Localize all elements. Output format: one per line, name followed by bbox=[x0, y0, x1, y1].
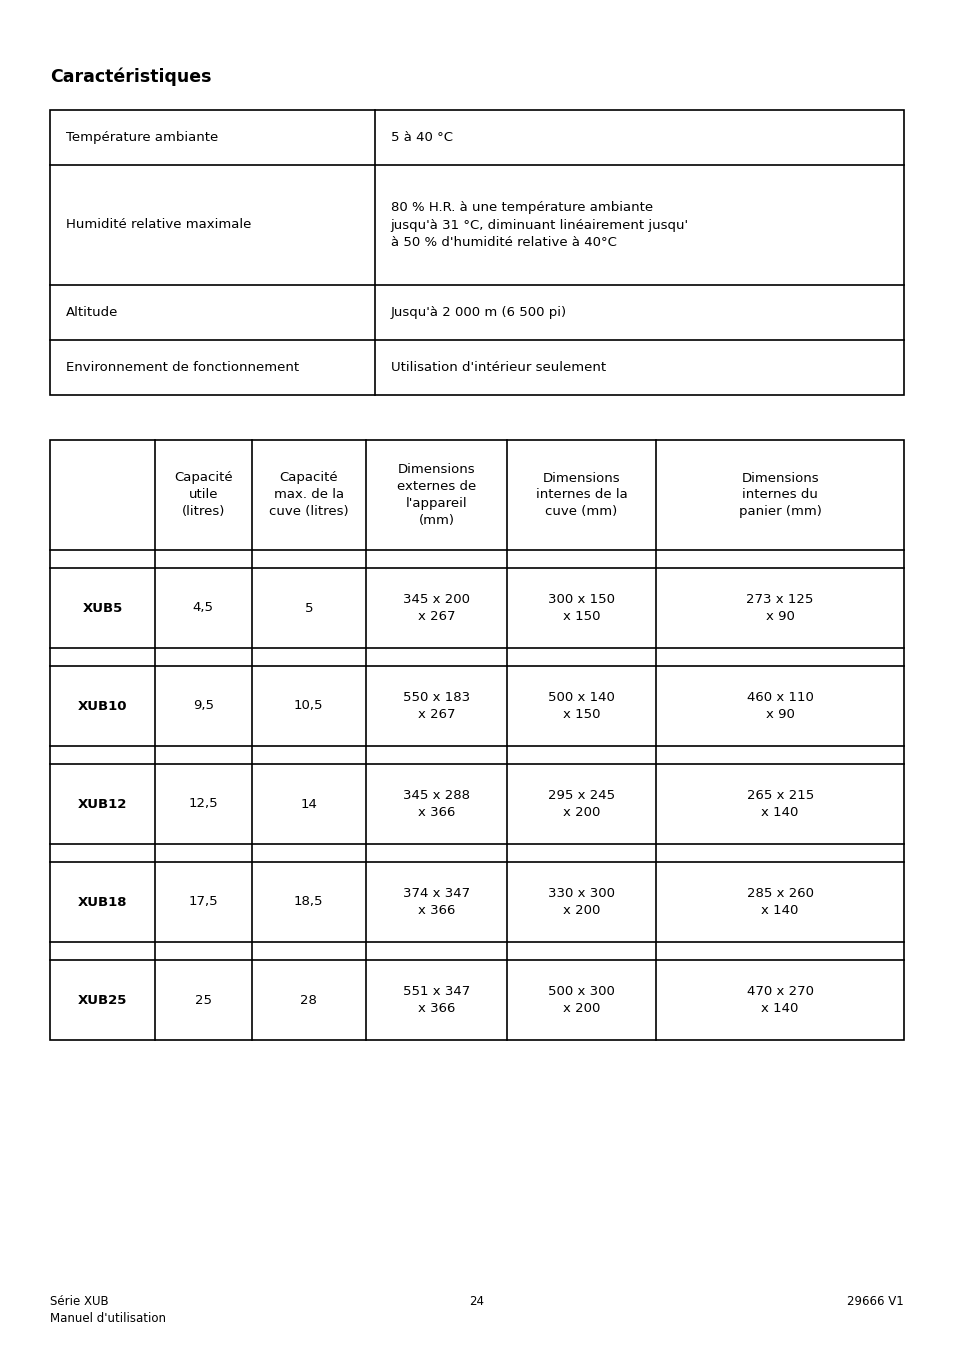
Text: Utilisation d'intérieur seulement: Utilisation d'intérieur seulement bbox=[390, 362, 605, 374]
Text: 29666 V1: 29666 V1 bbox=[846, 1294, 903, 1308]
Text: Environnement de fonctionnement: Environnement de fonctionnement bbox=[66, 362, 299, 374]
Text: 551 x 347
x 366: 551 x 347 x 366 bbox=[402, 984, 470, 1016]
Text: 273 x 125
x 90: 273 x 125 x 90 bbox=[745, 593, 813, 623]
Text: XUB10: XUB10 bbox=[78, 700, 127, 712]
Text: 500 x 300
x 200: 500 x 300 x 200 bbox=[548, 984, 615, 1016]
Text: 330 x 300
x 200: 330 x 300 x 200 bbox=[548, 887, 615, 917]
Text: XUB5: XUB5 bbox=[82, 601, 123, 615]
Text: XUB25: XUB25 bbox=[78, 994, 127, 1006]
Text: Série XUB
Manuel d'utilisation: Série XUB Manuel d'utilisation bbox=[50, 1294, 166, 1326]
Text: 550 x 183
x 267: 550 x 183 x 267 bbox=[402, 691, 470, 720]
Text: 24: 24 bbox=[469, 1294, 484, 1308]
Text: XUB18: XUB18 bbox=[78, 895, 127, 909]
Text: 285 x 260
x 140: 285 x 260 x 140 bbox=[746, 887, 813, 917]
Text: XUB12: XUB12 bbox=[78, 798, 127, 811]
Text: 460 x 110
x 90: 460 x 110 x 90 bbox=[746, 691, 813, 720]
Text: 5: 5 bbox=[304, 601, 313, 615]
Text: 18,5: 18,5 bbox=[294, 895, 323, 909]
Text: 470 x 270
x 140: 470 x 270 x 140 bbox=[746, 984, 813, 1016]
Text: 4,5: 4,5 bbox=[193, 601, 213, 615]
Text: 300 x 150
x 150: 300 x 150 x 150 bbox=[548, 593, 615, 623]
Text: Humidité relative maximale: Humidité relative maximale bbox=[66, 218, 251, 232]
Text: 295 x 245
x 200: 295 x 245 x 200 bbox=[547, 789, 615, 819]
Text: Dimensions
internes du
panier (mm): Dimensions internes du panier (mm) bbox=[738, 471, 821, 519]
Text: 9,5: 9,5 bbox=[193, 700, 213, 712]
Text: 17,5: 17,5 bbox=[189, 895, 218, 909]
Text: 374 x 347
x 366: 374 x 347 x 366 bbox=[402, 887, 470, 917]
Text: 5 à 40 °C: 5 à 40 °C bbox=[390, 131, 452, 144]
Text: 14: 14 bbox=[300, 798, 316, 811]
Text: Dimensions
externes de
l'appareil
(mm): Dimensions externes de l'appareil (mm) bbox=[396, 463, 476, 527]
Text: Capacité
utile
(litres): Capacité utile (litres) bbox=[173, 471, 233, 519]
Text: Dimensions
internes de la
cuve (mm): Dimensions internes de la cuve (mm) bbox=[536, 471, 627, 519]
Text: 345 x 288
x 366: 345 x 288 x 366 bbox=[402, 789, 470, 819]
Bar bbox=[50, 440, 903, 1040]
Text: 10,5: 10,5 bbox=[294, 700, 323, 712]
Text: Altitude: Altitude bbox=[66, 306, 118, 320]
Text: 12,5: 12,5 bbox=[189, 798, 218, 811]
Text: Capacité
max. de la
cuve (litres): Capacité max. de la cuve (litres) bbox=[269, 471, 348, 519]
Text: 80 % H.R. à une température ambiante
jusqu'à 31 °C, diminuant linéairement jusqu: 80 % H.R. à une température ambiante jus… bbox=[390, 200, 688, 249]
Text: 25: 25 bbox=[194, 994, 212, 1006]
Text: Jusqu'à 2 000 m (6 500 pi): Jusqu'à 2 000 m (6 500 pi) bbox=[390, 306, 566, 320]
Text: 265 x 215
x 140: 265 x 215 x 140 bbox=[746, 789, 813, 819]
Text: Température ambiante: Température ambiante bbox=[66, 131, 218, 144]
Text: 345 x 200
x 267: 345 x 200 x 267 bbox=[402, 593, 470, 623]
Text: Caractéristiques: Caractéristiques bbox=[50, 68, 212, 87]
Bar bbox=[50, 110, 903, 395]
Text: 28: 28 bbox=[300, 994, 316, 1006]
Text: 500 x 140
x 150: 500 x 140 x 150 bbox=[548, 691, 615, 720]
